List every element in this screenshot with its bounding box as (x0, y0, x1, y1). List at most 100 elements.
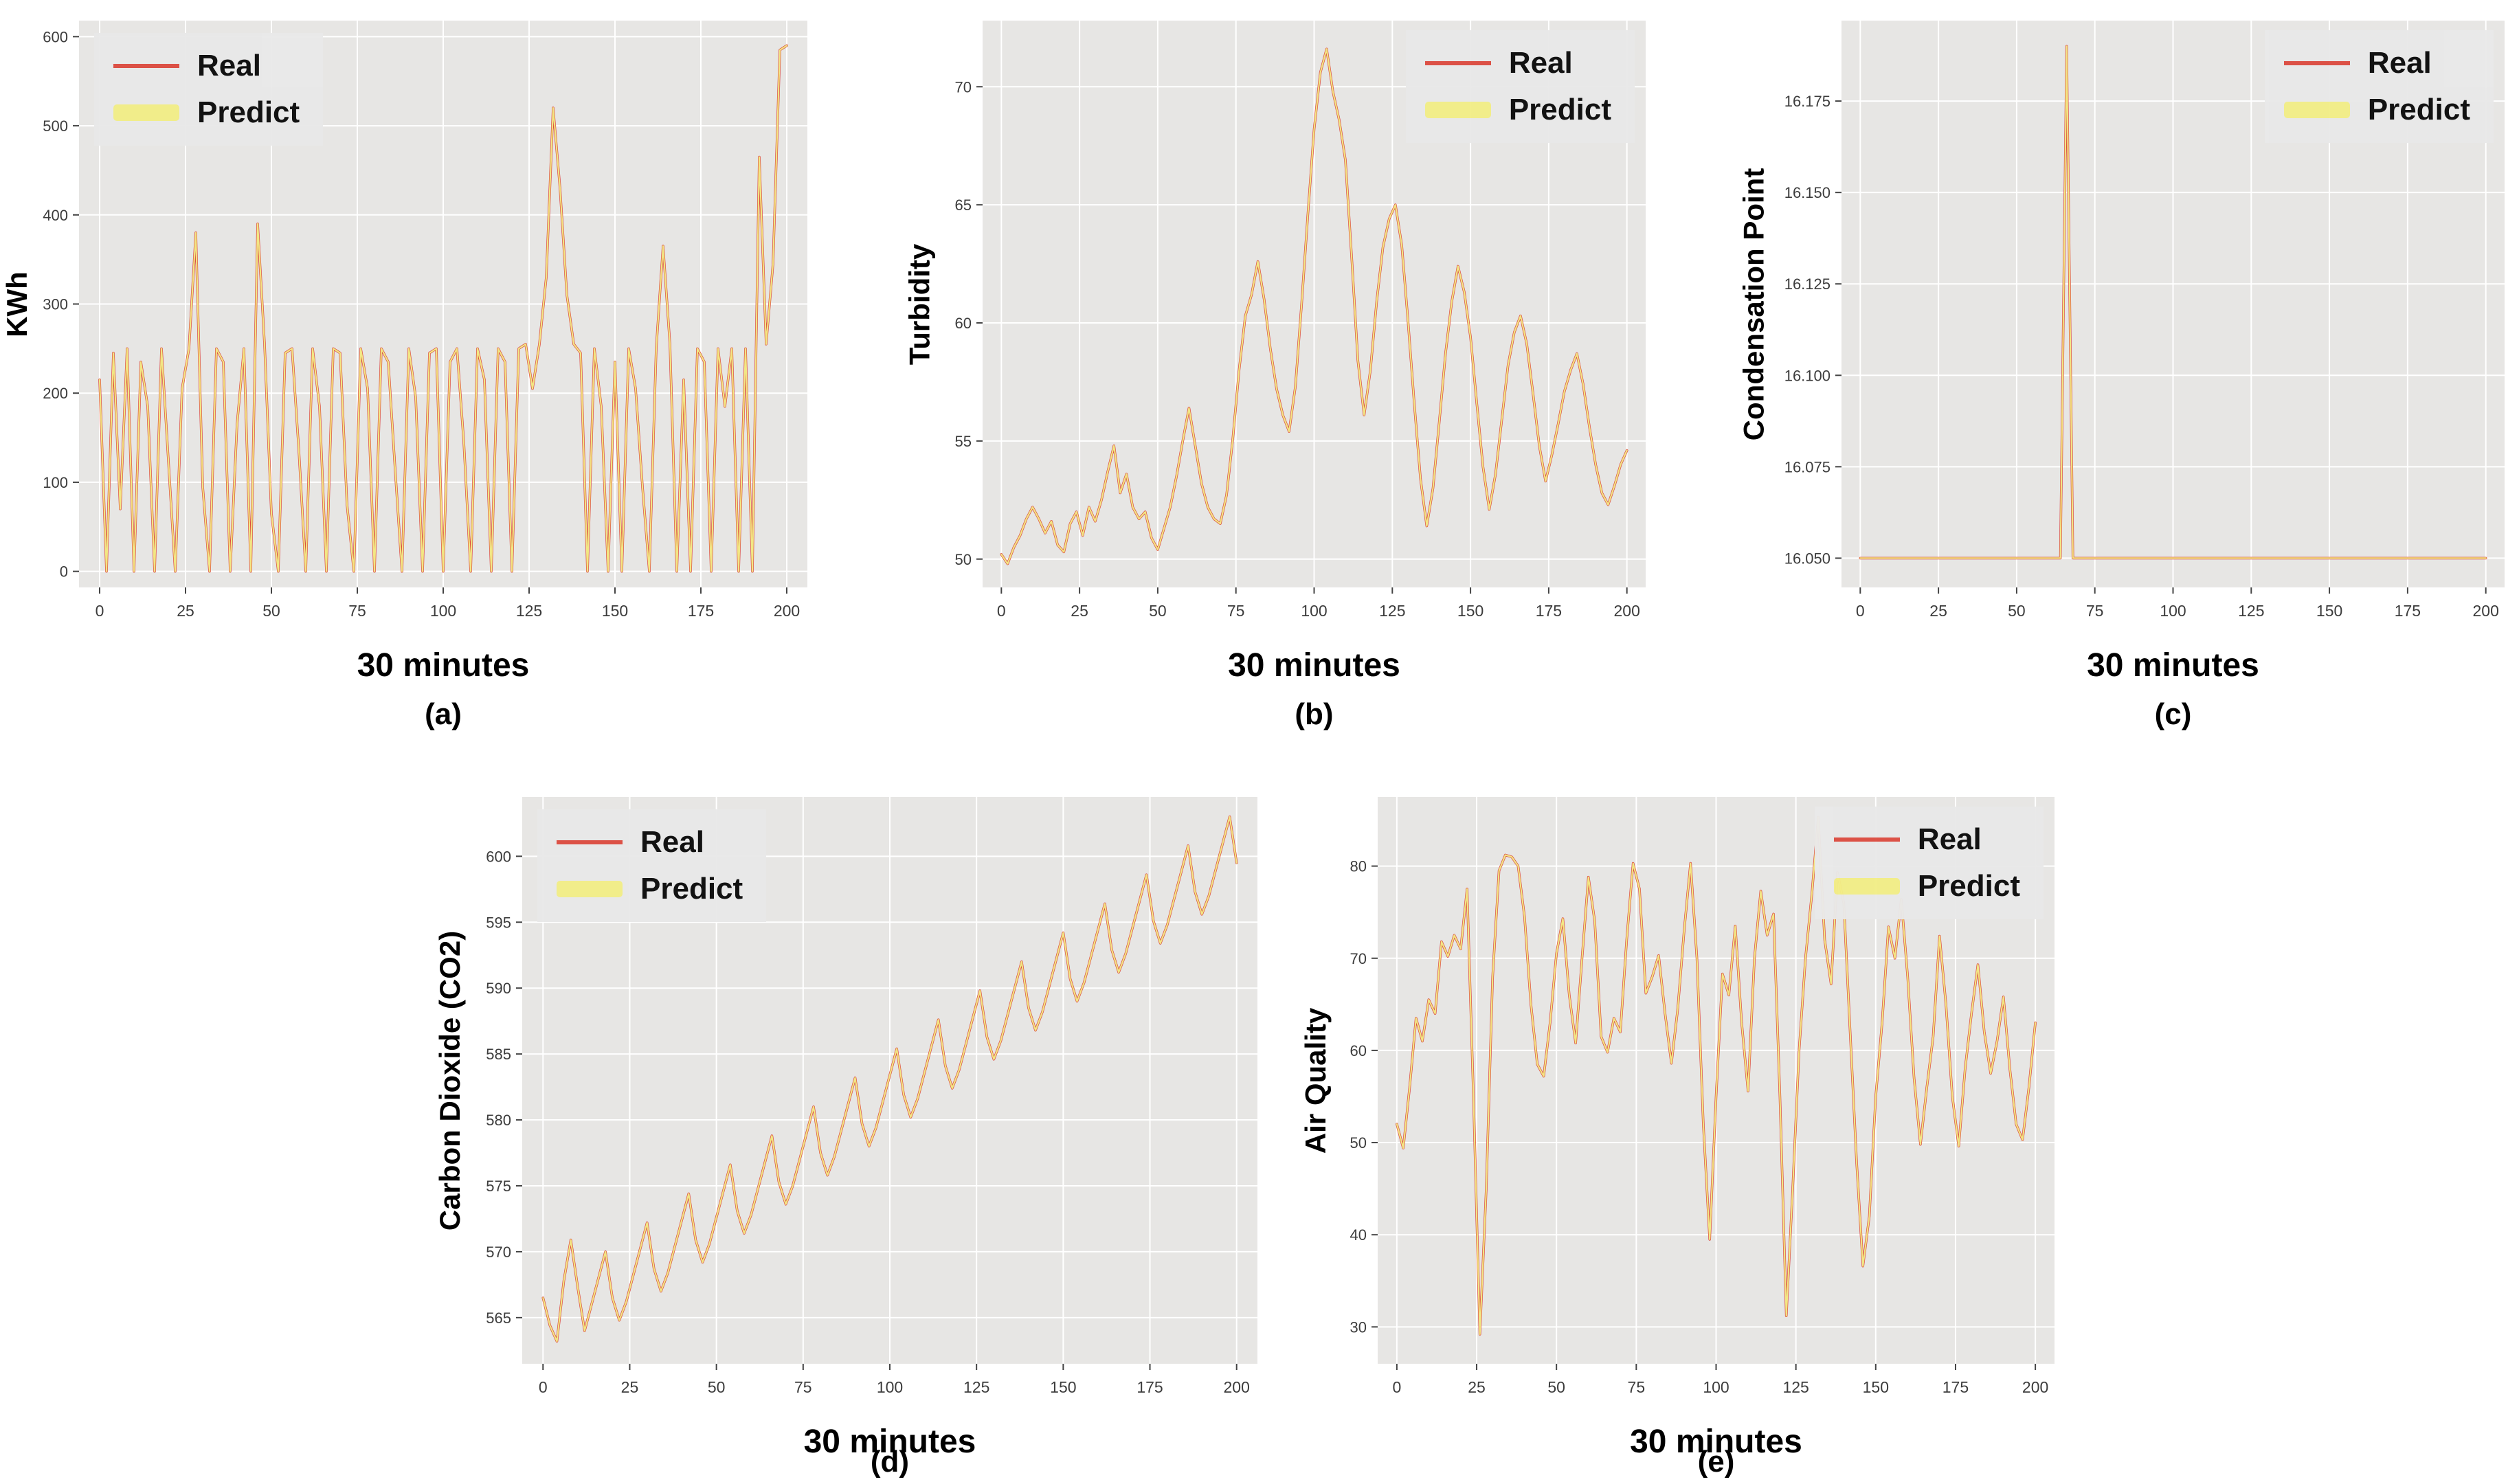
svg-text:16.150: 16.150 (1784, 184, 1831, 201)
chart-kwh: 0 25 50 75 100 125 150 175 200 0 100 200 300 400 500 60… (1, 21, 807, 731)
svg-text:60: 60 (1350, 1042, 1367, 1059)
svg-text:50: 50 (708, 1378, 726, 1396)
subplot-caption: (a) (425, 697, 462, 731)
svg-text:600: 600 (486, 848, 511, 865)
svg-text:25: 25 (1468, 1378, 1486, 1396)
svg-text:16.125: 16.125 (1784, 276, 1831, 293)
svg-text:100: 100 (1301, 602, 1327, 620)
svg-text:75: 75 (2086, 602, 2104, 620)
svg-text:0: 0 (997, 602, 1006, 620)
legend-label-predict: Predict (640, 872, 743, 906)
svg-text:100: 100 (877, 1378, 903, 1396)
y-axis-label-text: Air Quality (1299, 1007, 1332, 1154)
svg-text:65: 65 (955, 196, 972, 214)
svg-text:50: 50 (955, 551, 972, 568)
x-axis-label: 30 minutes (2087, 647, 2259, 684)
real-line-key-icon (557, 840, 623, 844)
svg-text:200: 200 (1224, 1378, 1250, 1396)
real-line-key-icon (1424, 61, 1491, 65)
x-axis-label: 30 minutes (1228, 647, 1400, 684)
svg-text:50: 50 (262, 602, 280, 620)
svg-text:16.100: 16.100 (1784, 367, 1831, 384)
svg-text:0: 0 (1392, 1378, 1401, 1396)
legend-entry-predict: Predict (557, 874, 743, 904)
y-axis-label-text: Carbon Dioxide (CO2) (434, 930, 466, 1230)
predict-line-key-icon (557, 881, 623, 897)
legend-entry-real: Real (2283, 46, 2470, 80)
svg-text:200: 200 (2473, 602, 2499, 620)
subplot-caption: (d) (870, 1445, 910, 1479)
svg-text:40: 40 (1350, 1226, 1367, 1244)
real-line-key-icon (1833, 837, 1900, 842)
y-axis-label-text: KWh (1, 271, 34, 337)
legend-entry-predict: Predict (113, 98, 300, 128)
svg-text:595: 595 (486, 914, 511, 931)
svg-text:0: 0 (539, 1378, 548, 1396)
legend-entry-real: Real (1833, 822, 2020, 856)
legend: Real Predict (1405, 30, 1635, 143)
svg-text:565: 565 (486, 1309, 511, 1327)
svg-text:570: 570 (486, 1244, 511, 1261)
legend-label-predict: Predict (2367, 93, 2470, 126)
svg-text:100: 100 (2160, 602, 2186, 620)
svg-text:50: 50 (2008, 602, 2026, 620)
legend-label-predict: Predict (1917, 869, 2020, 903)
svg-text:50: 50 (1547, 1378, 1565, 1396)
svg-text:585: 585 (486, 1046, 511, 1063)
svg-text:175: 175 (1943, 1378, 1969, 1396)
svg-text:150: 150 (1050, 1378, 1076, 1396)
legend-label-real: Real (1917, 822, 1982, 856)
plot-area-d: 0 25 50 75 100 125 150 175 200 565 570 575 580 585 590… (486, 797, 1257, 1396)
svg-text:175: 175 (1137, 1378, 1163, 1396)
legend-label-real: Real (197, 49, 261, 82)
svg-text:75: 75 (1628, 1378, 1646, 1396)
svg-text:175: 175 (2395, 602, 2421, 620)
svg-text:75: 75 (794, 1378, 812, 1396)
chart-turbidity: 0 25 50 75 100 125 150 175 200 50 55 60 65 70 Turbidi… (903, 21, 1646, 731)
svg-text:25: 25 (1071, 602, 1088, 620)
svg-text:75: 75 (1227, 602, 1245, 620)
predict-line-key-icon (113, 104, 179, 121)
legend: Real Predict (1814, 807, 2044, 919)
svg-text:575: 575 (486, 1178, 511, 1195)
svg-text:50: 50 (1149, 602, 1167, 620)
svg-text:100: 100 (1703, 1378, 1729, 1396)
svg-text:25: 25 (177, 602, 194, 620)
chart-condensation-point: 0 25 50 75 100 125 150 175 200 16.050 16.075 16.100… (1737, 21, 2505, 731)
svg-text:30: 30 (1350, 1318, 1367, 1336)
legend-label-real: Real (2367, 46, 2432, 80)
svg-text:125: 125 (963, 1378, 989, 1396)
legend-entry-predict: Predict (2283, 93, 2470, 126)
svg-text:580: 580 (486, 1112, 511, 1129)
svg-text:55: 55 (955, 433, 972, 450)
svg-text:50: 50 (1350, 1134, 1367, 1151)
svg-text:70: 70 (955, 78, 972, 95)
legend: Real Predict (537, 809, 767, 922)
legend-entry-real: Real (557, 827, 743, 857)
svg-text:150: 150 (1457, 602, 1484, 620)
real-line-key-icon (113, 64, 179, 68)
svg-text:600: 600 (43, 28, 68, 45)
svg-text:70: 70 (1350, 950, 1367, 967)
svg-text:175: 175 (1536, 602, 1562, 620)
svg-text:300: 300 (43, 296, 68, 313)
legend-label-predict: Predict (1508, 93, 1611, 126)
svg-text:16.050: 16.050 (1784, 550, 1831, 567)
y-axis-label-text: Turbidity (903, 243, 935, 365)
svg-text:500: 500 (43, 117, 68, 135)
svg-text:16.075: 16.075 (1784, 458, 1831, 475)
legend-entry-real: Real (1424, 48, 1611, 78)
svg-text:60: 60 (955, 315, 972, 332)
legend: Real Predict (94, 33, 324, 146)
svg-text:100: 100 (43, 474, 68, 491)
x-axis-label: 30 minutes (803, 1424, 976, 1460)
predict-line-key-icon (1833, 878, 1900, 895)
legend-label-real: Real (640, 825, 704, 859)
svg-text:175: 175 (688, 602, 714, 620)
x-axis-label: 30 minutes (357, 647, 530, 684)
svg-text:150: 150 (602, 602, 628, 620)
svg-text:80: 80 (1350, 858, 1367, 875)
chart-air-quality: 0 25 50 75 100 125 150 175 200 30 40 50 60 70 80 Air Q… (1299, 797, 2055, 1479)
y-axis-label-text: Condensation Point (1737, 168, 1769, 440)
svg-text:25: 25 (621, 1378, 639, 1396)
